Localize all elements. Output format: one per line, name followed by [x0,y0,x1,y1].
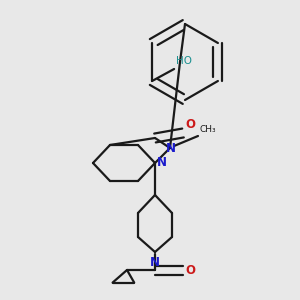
Text: HO: HO [176,56,192,66]
Text: N: N [157,157,167,169]
Text: O: O [185,263,195,277]
Text: CH₃: CH₃ [200,125,217,134]
Text: N: N [150,256,160,269]
Text: O: O [185,118,195,131]
Text: N: N [166,142,176,154]
